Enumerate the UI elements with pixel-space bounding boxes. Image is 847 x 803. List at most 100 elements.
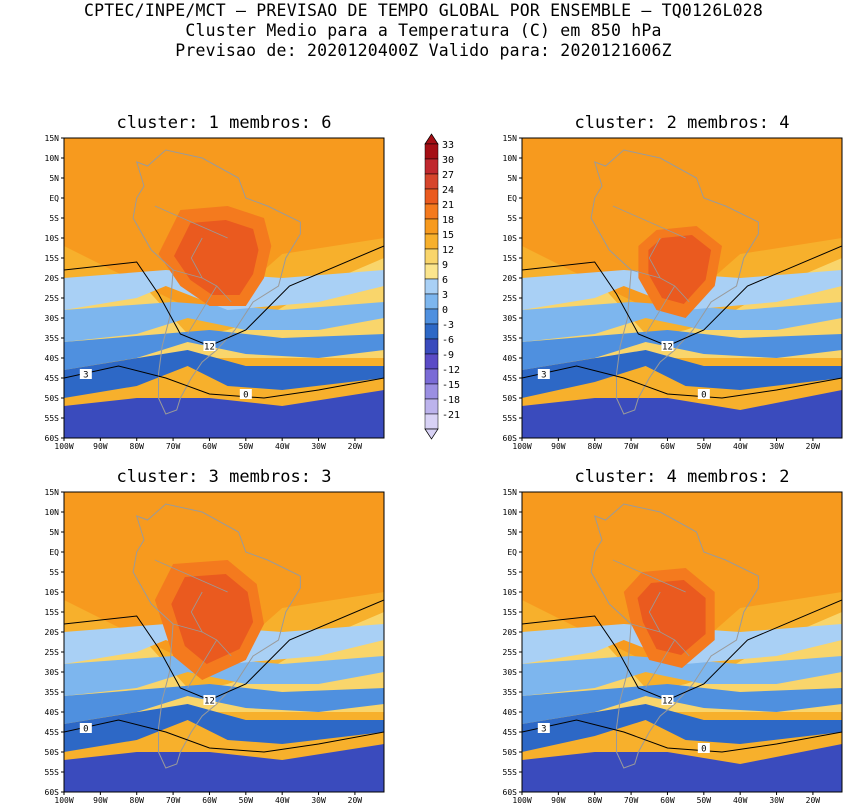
lat-tick-label: 45S	[45, 374, 60, 383]
colorbar-segment	[424, 383, 439, 400]
contour-label: 12	[662, 343, 673, 353]
border-line-1	[154, 559, 228, 593]
map-panel-1: 12 3 0 15N 10N 5N EQ 5S 10S 15S 20S 25S 30S 35S 40S 45S…	[45, 134, 385, 451]
map-panel-4: 12 3 0 15N 10N 5N EQ 5S 10S 15S 20S 25S 30S 35S 40S 45S…	[503, 488, 843, 803]
panel-4-title: cluster: 4 membros: 2	[574, 467, 790, 487]
contour-12	[64, 245, 384, 347]
lat-tick-label: 5N	[49, 528, 59, 537]
colorbar-level-label: -3	[442, 320, 454, 331]
lat-tick-label: 10N	[45, 508, 60, 517]
lat-tick-label: 15S	[503, 254, 518, 263]
lon-tick-label: 100W	[512, 442, 531, 451]
contour-label: 3	[541, 371, 546, 381]
lon-tick-label: 20W	[348, 796, 363, 803]
lon-tick-label: 40W	[275, 442, 290, 451]
temp-band-cold-2	[64, 684, 384, 724]
colorbar-bottom-arrow	[424, 428, 439, 440]
lon-tick-label: 50W	[697, 796, 712, 803]
temp-band-21-24	[171, 574, 254, 664]
lat-tick-label: 5N	[507, 174, 517, 183]
lon-tick-label: 40W	[733, 442, 748, 451]
lat-tick-label: 15S	[45, 608, 60, 617]
contour-label-bg	[697, 389, 710, 399]
lat-tick-label: 5N	[507, 528, 517, 537]
lon-tick-label: 30W	[769, 442, 784, 451]
colorbar-level-label: -18	[442, 395, 460, 406]
colorbar-segment	[424, 293, 439, 310]
colorbar-level-label: 33	[442, 140, 454, 151]
lon-tick-label: 60W	[202, 442, 217, 451]
lat-tick-label: 60S	[503, 788, 518, 797]
lon-tick-label: 90W	[551, 442, 566, 451]
lat-tick-label: 5S	[507, 214, 517, 223]
border-line-3	[187, 639, 218, 689]
colorbar-segment	[424, 323, 439, 340]
lat-tick-label: 15S	[45, 254, 60, 263]
contour-label-bg	[661, 695, 674, 705]
panel-2-title: cluster: 2 membros: 4	[574, 113, 790, 133]
temp-band-9-12	[522, 612, 842, 712]
continent-outline	[590, 503, 759, 769]
temp-band-9-12	[64, 612, 384, 712]
lat-tick-label: 30S	[503, 314, 518, 323]
colorbar-segment	[424, 173, 439, 190]
lon-tick-label: 40W	[275, 796, 290, 803]
colorbar-segment	[424, 143, 439, 160]
lon-tick-label: 70W	[166, 796, 181, 803]
lat-tick-label: 15N	[503, 134, 518, 143]
contour-label-bg	[537, 723, 550, 733]
lon-tick-label: 80W	[130, 796, 145, 803]
colorbar-level-label: -12	[442, 365, 460, 376]
colorbar-top-arrow	[424, 133, 439, 145]
lon-tick-label: 80W	[130, 442, 145, 451]
temp-band-cold-1	[522, 350, 842, 398]
border-line-3	[645, 285, 676, 335]
colorbar-level-label: 24	[442, 185, 454, 196]
lon-tick-label: 60W	[202, 796, 217, 803]
lat-tick-label: 55S	[45, 768, 60, 777]
lat-tick-label: 30S	[45, 668, 60, 677]
colorbar-level-label: -21	[442, 410, 460, 421]
colorbar-segment	[424, 308, 439, 325]
border-line-3	[645, 639, 676, 689]
lon-tick-label: 80W	[588, 442, 603, 451]
temp-band-cold-2	[522, 684, 842, 724]
temp-band-cold-3	[522, 656, 842, 696]
lon-tick-label: 40W	[733, 796, 748, 803]
colorbar-segment	[424, 203, 439, 220]
lat-tick-label: 5N	[49, 174, 59, 183]
contour-12	[522, 245, 842, 347]
temp-band-cold-1	[522, 704, 842, 752]
lat-tick-label: 40S	[503, 354, 518, 363]
lat-tick-label: 45S	[45, 728, 60, 737]
lon-tick-label: 100W	[512, 796, 531, 803]
lat-tick-label: 15N	[503, 488, 518, 497]
lat-tick-label: EQ	[507, 548, 517, 557]
lon-tick-label: 90W	[93, 442, 108, 451]
header-line-1: CPTEC/INPE/MCT – PREVISAO DE TEMPO GLOBA…	[84, 1, 763, 20]
lon-tick-label: 50W	[697, 442, 712, 451]
lat-tick-label: 40S	[45, 354, 60, 363]
lat-tick-label: 30S	[45, 314, 60, 323]
contour-label-bg	[203, 695, 216, 705]
lat-tick-label: 20S	[503, 628, 518, 637]
lat-tick-label: 25S	[45, 648, 60, 657]
lat-tick-label: 60S	[503, 434, 518, 443]
lat-tick-label: 10S	[503, 234, 518, 243]
lat-tick-label: 20S	[503, 274, 518, 283]
contour-label: 0	[243, 391, 248, 401]
contour-label-bg	[79, 723, 92, 733]
temp-band-cold-0	[64, 390, 384, 438]
border-line-2	[190, 237, 203, 279]
panel-3-title: cluster: 3 membros: 3	[116, 467, 332, 487]
map-panel-2: 12 3 0 15N 10N 5N EQ 5S 10S 15S 20S 25S 30S 35S 40S 45S…	[503, 134, 843, 451]
lon-tick-label: 100W	[54, 442, 73, 451]
contour-12	[64, 599, 384, 701]
temp-band-cold-1	[64, 704, 384, 752]
contour-label-bg	[79, 369, 92, 379]
lat-tick-label: 50S	[45, 748, 60, 757]
contour-0	[522, 719, 842, 753]
contour-0	[64, 719, 384, 753]
map-frame	[63, 137, 385, 439]
